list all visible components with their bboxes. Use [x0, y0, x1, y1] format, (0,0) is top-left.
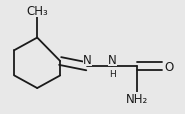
Text: N: N: [83, 53, 92, 66]
Text: N: N: [108, 53, 117, 66]
Text: O: O: [164, 60, 173, 73]
Text: CH₃: CH₃: [26, 5, 48, 18]
Text: NH₂: NH₂: [126, 93, 149, 105]
Text: H: H: [109, 69, 116, 78]
